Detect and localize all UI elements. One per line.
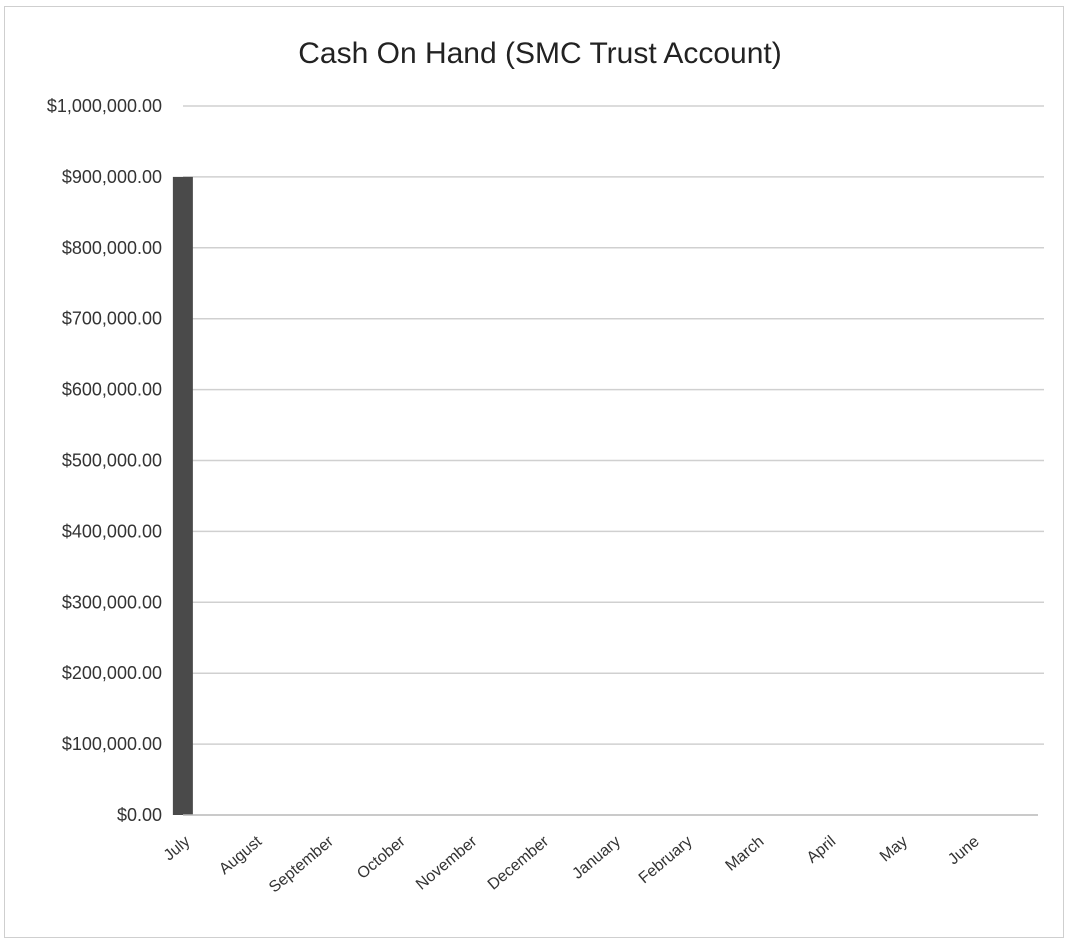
x-axis-tick-labels: July August September October November Decemb… xyxy=(161,833,983,897)
x-tick-label-november: November xyxy=(413,833,481,894)
x-tick-label-march: March xyxy=(722,833,767,875)
y-tick-label: $200,000.00 xyxy=(62,663,162,683)
y-tick-label: $1,000,000.00 xyxy=(47,96,162,116)
chart-title: Cash On Hand (SMC Trust Account) xyxy=(298,37,782,70)
y-tick-label: $800,000.00 xyxy=(62,238,162,258)
y-tick-label: $0.00 xyxy=(117,805,162,825)
x-tick-label-june: June xyxy=(945,833,983,868)
x-tick-label-january: January xyxy=(569,833,624,883)
x-tick-label-december: December xyxy=(485,833,553,894)
x-tick-label-october: October xyxy=(354,833,409,883)
bars xyxy=(172,176,193,815)
y-tick-label: $600,000.00 xyxy=(62,380,162,400)
x-tick-label-september: September xyxy=(266,833,337,897)
x-tick-label-april: April xyxy=(804,833,839,867)
y-tick-label: $300,000.00 xyxy=(62,592,162,612)
y-tick-label: $900,000.00 xyxy=(62,167,162,187)
x-tick-label-february: February xyxy=(636,833,696,887)
y-tick-label: $700,000.00 xyxy=(62,309,162,329)
bar-july xyxy=(172,176,193,815)
y-tick-label: $100,000.00 xyxy=(62,734,162,754)
x-tick-label-july: July xyxy=(161,833,194,864)
y-tick-label: $500,000.00 xyxy=(62,451,162,471)
y-axis-tick-labels: $0.00 $100,000.00 $200,000.00 $300,000.00 $4… xyxy=(47,96,162,825)
x-tick-label-may: May xyxy=(877,833,911,865)
gridlines xyxy=(183,105,1044,745)
x-tick-label-august: August xyxy=(216,833,266,878)
y-tick-label: $400,000.00 xyxy=(62,521,162,541)
